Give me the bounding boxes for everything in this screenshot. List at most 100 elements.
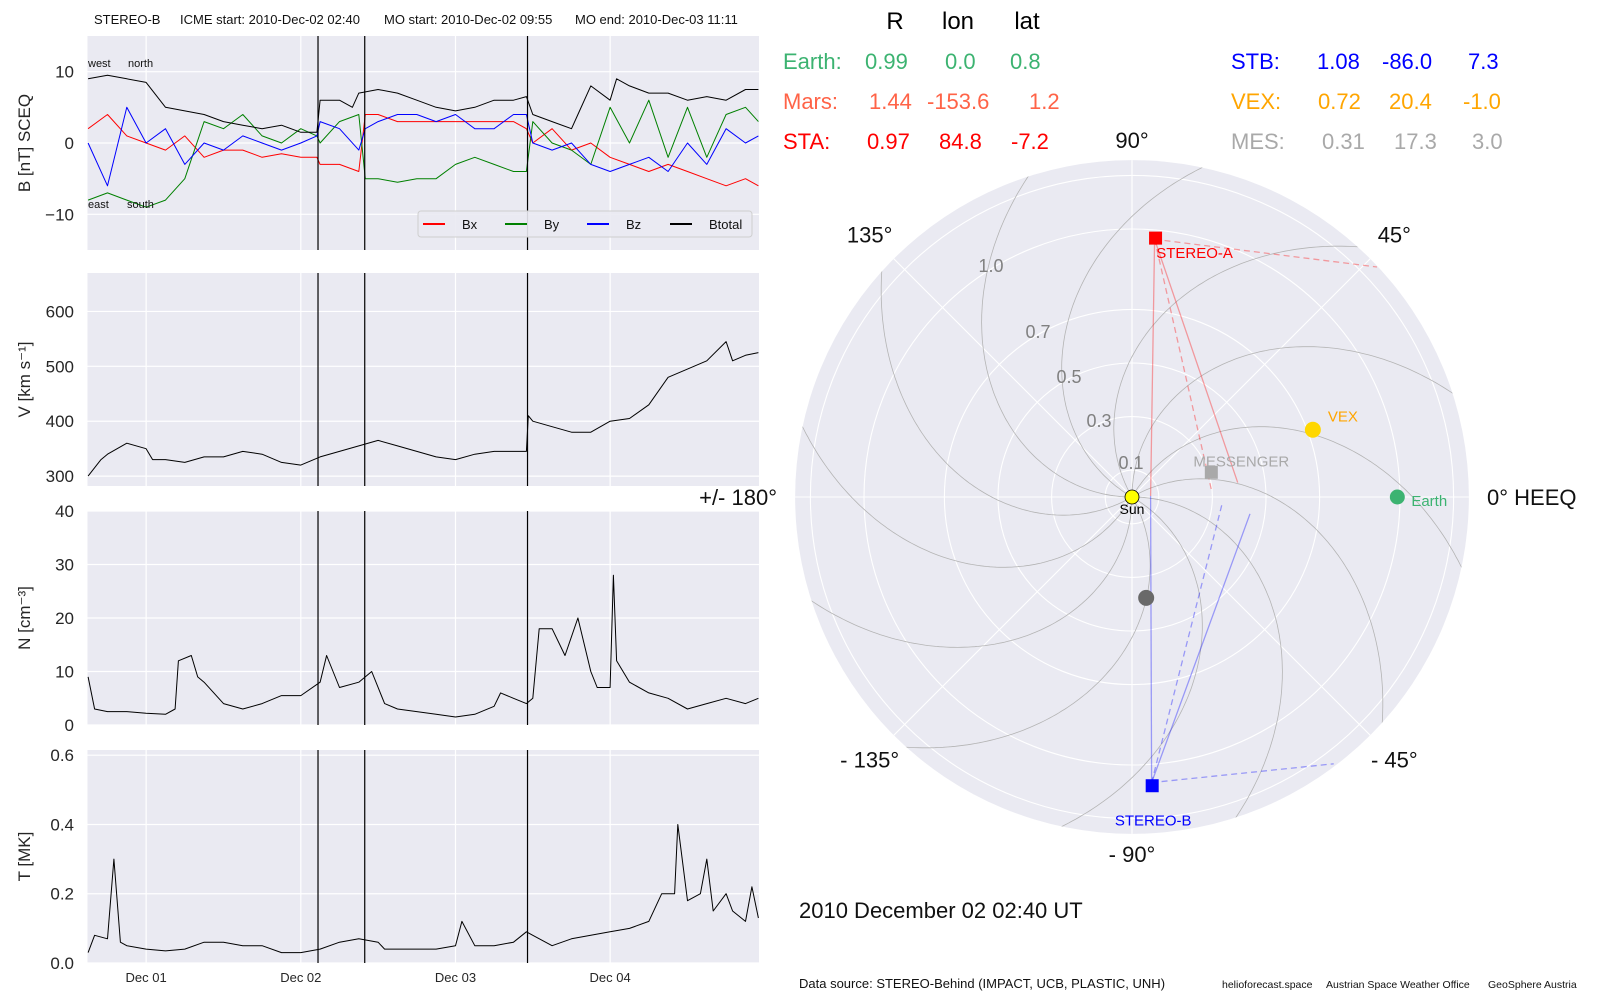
- credit-aswo: Austrian Space Weather Office: [1326, 979, 1470, 991]
- observer-connection-line: [1149, 495, 1153, 783]
- angle-label: 45°: [1378, 223, 1411, 248]
- angular-gridline: [1131, 258, 1371, 498]
- messenger-marker: [1204, 465, 1218, 479]
- cell-lon: -86.0: [1382, 49, 1432, 74]
- radial-tick-label: 0.3: [1086, 411, 1111, 431]
- y-tick-label: 20: [55, 609, 74, 628]
- annotation-east: east: [88, 199, 109, 211]
- title-spacecraft: STEREO-B: [94, 12, 160, 27]
- table-row-vex: VEX: 0.72 20.4 -1.0: [1231, 89, 1501, 114]
- cell-r: 0.97: [867, 129, 910, 154]
- legend-box: [417, 210, 753, 238]
- cell-lon: 84.8: [939, 129, 982, 154]
- table-header-r: R: [886, 8, 903, 35]
- stereo-b-label: STEREO-B: [1115, 813, 1192, 830]
- parker-spiral-line: [880, 213, 1133, 516]
- y-tick-label: 0.4: [50, 815, 74, 834]
- plot-background: [87, 273, 759, 486]
- parker-spiral-line: [795, 371, 1133, 568]
- legend-label-by: By: [544, 217, 560, 232]
- orbit-polar-plot: 0.1 0.3 0.5 0.7 1.0 0° HEEQ 45° 90° 135° +/- 180°…: [699, 128, 1576, 867]
- title-icme-start: ICME start: 2010-Dec-02 02:40: [180, 12, 360, 27]
- angular-gridline: [893, 258, 1133, 498]
- parker-spiral-line: [848, 496, 1151, 749]
- table-row-earth: Earth: 0.99 0.0 0.8: [783, 49, 1041, 74]
- stereo-b-marker: [1145, 779, 1159, 793]
- x-tick-label: Dec 04: [590, 970, 631, 985]
- legend-label-btotal: Btotal: [709, 217, 742, 232]
- y-tick-label: 500: [46, 357, 74, 376]
- parker-spiral-line: [795, 497, 1133, 648]
- x-tick-label: Dec 03: [435, 970, 476, 985]
- observer-connection-line: [1151, 763, 1334, 784]
- table-header-lon: lon: [942, 8, 974, 35]
- cell-lat: -1.0: [1463, 89, 1501, 114]
- y-tick-label: 0.2: [50, 885, 74, 904]
- y-tick-label: 0.0: [50, 954, 74, 973]
- unlabeled-body-marker: [1138, 589, 1155, 606]
- cell-r: 0.72: [1318, 89, 1361, 114]
- cell-lon: 0.0: [945, 49, 976, 74]
- parker-spiral-line: [1131, 478, 1384, 781]
- cell-r: 0.99: [865, 49, 908, 74]
- parker-spiral-line: [1131, 346, 1469, 497]
- sun-label: Sun: [1120, 501, 1145, 517]
- observer-connection-line: [1149, 239, 1156, 497]
- row-label: Earth:: [783, 49, 842, 74]
- y-axis-label: B [nT] SCEQ: [15, 94, 34, 192]
- y-tick-label: 400: [46, 412, 74, 431]
- legend-label-bz: Bz: [626, 217, 641, 232]
- angular-gridline: [893, 496, 1133, 736]
- series-by-line: [87, 99, 759, 208]
- observer-connection-line: [1150, 504, 1223, 783]
- series-bz-line: [87, 106, 759, 187]
- earth-label: Earth: [1411, 493, 1447, 510]
- row-label: VEX:: [1231, 89, 1281, 114]
- angle-label: 0° HEEQ: [1487, 485, 1577, 510]
- row-label: Mars:: [783, 89, 838, 114]
- series-n-line: [87, 574, 759, 718]
- panel-V: 300 400 500 600 V [km s⁻¹]: [15, 273, 759, 486]
- footer: Data source: STEREO-Behind (IMPACT, UCB,…: [799, 976, 1577, 991]
- sun-marker: [1124, 489, 1140, 505]
- angle-label: - 135°: [840, 747, 899, 772]
- y-axis-label: V [km s⁻¹]: [15, 341, 34, 417]
- table-row-sta: STA: 0.97 84.8 -7.2: [783, 129, 1049, 154]
- y-axis-label: T [MK]: [15, 832, 34, 882]
- radial-tick-label: 0.5: [1056, 367, 1081, 387]
- series-group: [87, 574, 759, 718]
- series-group: [87, 341, 759, 477]
- y-tick-label: 10: [55, 663, 74, 682]
- cell-lat: -7.2: [1011, 129, 1049, 154]
- parker-spirals: [795, 160, 1469, 834]
- credit-geosphere: GeoSphere Austria: [1488, 979, 1577, 991]
- figure-title: STEREO-B ICME start: 2010-Dec-02 02:40 M…: [94, 12, 738, 27]
- observer-connection-line: [1153, 239, 1213, 492]
- y-tick-label: 300: [46, 467, 74, 486]
- radial-tick-label: 0.7: [1025, 322, 1050, 342]
- annotation-west: west: [87, 58, 111, 70]
- data-source: Data source: STEREO-Behind (IMPACT, UCB,…: [799, 976, 1165, 991]
- title-mo-start: MO start: 2010-Dec-02 09:55: [384, 12, 552, 27]
- legend-label-bx: Bx: [462, 217, 478, 232]
- y-tick-label: 30: [55, 556, 74, 575]
- angle-label: 90°: [1115, 128, 1148, 153]
- y-tick-label: −10: [45, 205, 74, 224]
- observer-connection-line: [1153, 239, 1239, 483]
- earth-marker: [1389, 489, 1405, 505]
- radial-tick-label: 1.0: [978, 256, 1003, 276]
- parker-spiral-line: [1061, 160, 1258, 498]
- cell-lon: 17.3: [1394, 129, 1437, 154]
- y-tick-label: 10: [55, 63, 74, 82]
- vex-marker: [1304, 421, 1321, 438]
- table-row-mars: Mars: 1.44 -153.6 1.2: [783, 89, 1060, 114]
- angle-label: - 45°: [1371, 747, 1418, 772]
- parker-spiral-line: [981, 160, 1132, 498]
- legend: Bx By Bz Btotal: [417, 210, 753, 238]
- angle-label: - 90°: [1109, 842, 1156, 867]
- series-btotal-line: [88, 74, 759, 133]
- stereo-a-label: STEREO-A: [1156, 245, 1233, 262]
